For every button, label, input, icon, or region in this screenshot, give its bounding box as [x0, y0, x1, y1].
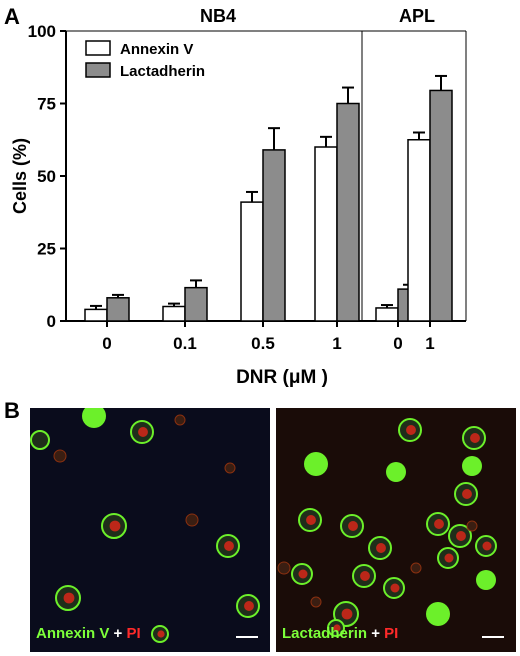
- cell: [466, 520, 478, 532]
- bar-annexin: [240, 201, 264, 322]
- cell: [383, 577, 405, 599]
- y-axis-label: Cells (%): [10, 138, 30, 214]
- cell: [151, 625, 169, 643]
- cell: [410, 562, 422, 574]
- y-tick-label: 25: [37, 240, 56, 259]
- cell: [236, 594, 260, 618]
- legend-label: Lactadherin: [120, 63, 205, 80]
- y-tick-label: 0: [47, 312, 56, 331]
- group-title: APL: [399, 6, 435, 26]
- bar-lactadherin: [429, 89, 453, 322]
- cell: [216, 534, 240, 558]
- bar-annexin: [314, 146, 338, 322]
- cell-image-lactadherin: [276, 408, 516, 652]
- cell-image-annexin: [30, 408, 270, 652]
- cell: [298, 508, 322, 532]
- bar-annexin: [162, 305, 186, 322]
- legend-swatch: [85, 62, 111, 78]
- bar-lactadherin: [262, 149, 286, 322]
- cell: [386, 462, 406, 482]
- counterstain-label: PI: [126, 625, 141, 642]
- cell: [101, 513, 127, 539]
- x-tick-label: 0: [102, 334, 111, 353]
- plus-label: +: [113, 625, 123, 642]
- micrograph-caption-lactadherin: Lactadherin + PI: [282, 625, 398, 642]
- y-tick-label: 100: [28, 22, 56, 41]
- cell: [82, 408, 106, 428]
- bar-annexin: [375, 307, 399, 322]
- cell: [398, 418, 422, 442]
- cell: [476, 570, 496, 590]
- cell: [130, 420, 154, 444]
- cell: [277, 561, 291, 575]
- cell: [185, 513, 199, 527]
- y-tick-label: 75: [37, 95, 56, 114]
- y-tick-label: 50: [37, 167, 56, 186]
- cell: [291, 563, 313, 585]
- x-axis-label: DNR (μM ): [236, 367, 328, 388]
- cell: [426, 602, 450, 626]
- legend-label: Annexin V: [120, 41, 193, 58]
- cell: [53, 449, 67, 463]
- cell: [454, 482, 478, 506]
- bar-annexin: [407, 139, 431, 322]
- bar-annexin: [84, 308, 108, 322]
- cell: [426, 512, 450, 536]
- cell: [174, 414, 186, 426]
- scale-bar: [236, 636, 258, 638]
- stain-label: Annexin V: [36, 625, 110, 642]
- micrograph-caption-annexin: Annexin V + PI: [36, 625, 141, 642]
- x-tick-label: 1: [332, 334, 341, 353]
- stain-label: Lactadherin: [282, 625, 368, 642]
- cell: [368, 536, 392, 560]
- x-tick-label: 0.5: [251, 334, 275, 353]
- x-tick-label: 1: [425, 334, 434, 353]
- plus-label: +: [371, 625, 380, 642]
- cell: [340, 514, 364, 538]
- cell: [462, 456, 482, 476]
- panel-label-a: A: [4, 4, 20, 29]
- scale-bar: [482, 636, 504, 638]
- cell: [475, 535, 497, 557]
- panel-label-b: B: [4, 398, 20, 423]
- bar-lactadherin: [184, 286, 208, 322]
- cell: [304, 452, 328, 476]
- cell: [224, 462, 236, 474]
- cell: [462, 426, 486, 450]
- bar-lactadherin: [336, 102, 360, 322]
- legend-swatch: [85, 40, 111, 56]
- cell: [55, 585, 81, 611]
- cell: [437, 547, 459, 569]
- x-tick-label: 0: [393, 334, 402, 353]
- x-tick-label: 0.1: [173, 334, 197, 353]
- group-title: NB4: [200, 6, 236, 26]
- micrograph-lactadherin: Lactadherin + PI: [276, 408, 516, 652]
- micrograph-background: [30, 408, 270, 652]
- counterstain-label: PI: [384, 625, 399, 642]
- cell: [352, 564, 376, 588]
- cell: [310, 596, 322, 608]
- cell: [448, 524, 472, 548]
- cell: [327, 619, 345, 637]
- cell: [30, 430, 50, 450]
- micrograph-annexin: Annexin V + PI: [30, 408, 270, 652]
- bar-lactadherin: [106, 297, 130, 322]
